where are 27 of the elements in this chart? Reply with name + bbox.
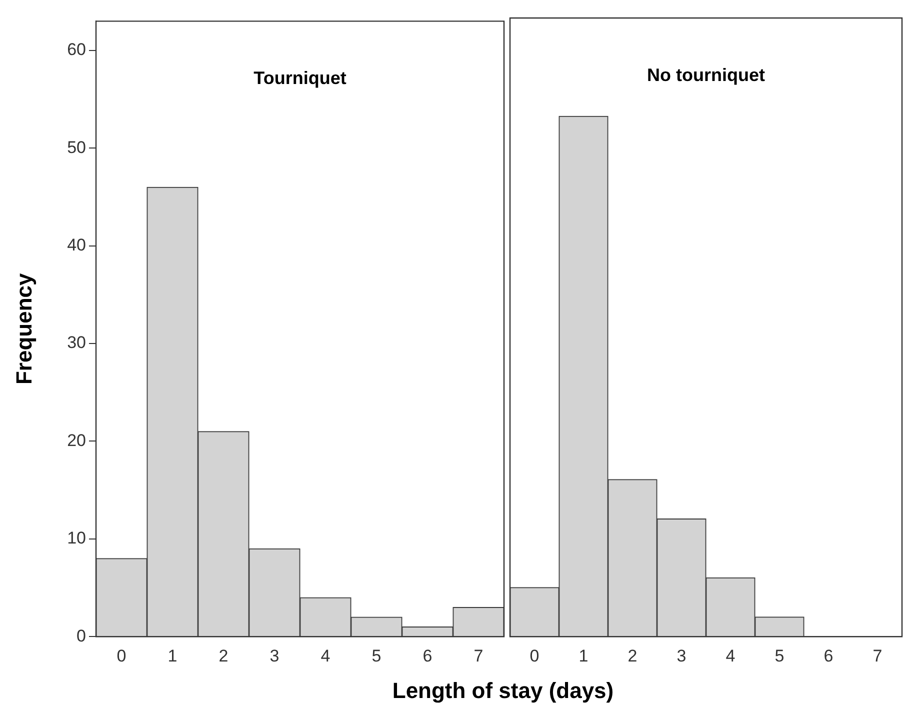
y-tick-label: 0: [76, 626, 86, 646]
text: No tourniquet: [647, 64, 765, 85]
x-tick-label: 0: [530, 646, 540, 666]
x-tick-label: 2: [628, 646, 638, 666]
x-tick-label: 6: [422, 646, 432, 666]
x-tick-label: 0: [116, 646, 126, 666]
x-tick-label: 4: [726, 646, 736, 666]
x-tick-label: 6: [824, 646, 834, 666]
x-tick-label: 7: [474, 646, 484, 666]
y-tick-label: 50: [67, 138, 86, 157]
x-tick-label: 3: [676, 646, 686, 666]
y-tick-label: 30: [67, 333, 86, 352]
y-axis-title: Frequency: [11, 272, 36, 385]
x-tick-label: 1: [168, 646, 178, 666]
x-tick-label: 3: [270, 646, 280, 666]
x-tick-label: 5: [372, 646, 382, 666]
x-tick-label: 2: [218, 646, 228, 666]
text: Tourniquet: [254, 68, 346, 88]
y-tick-label: 20: [67, 430, 86, 450]
x-tick-label: 1: [578, 646, 588, 666]
y-tick-label: 40: [67, 236, 86, 255]
x-tick-label: 7: [872, 646, 882, 666]
y-tick-label: 60: [67, 40, 86, 60]
y-tick-label: 10: [67, 528, 86, 548]
x-axis-title: Length of stay (days): [391, 678, 615, 704]
x-tick-label: 5: [774, 646, 784, 666]
x-tick-label: 4: [320, 646, 330, 666]
